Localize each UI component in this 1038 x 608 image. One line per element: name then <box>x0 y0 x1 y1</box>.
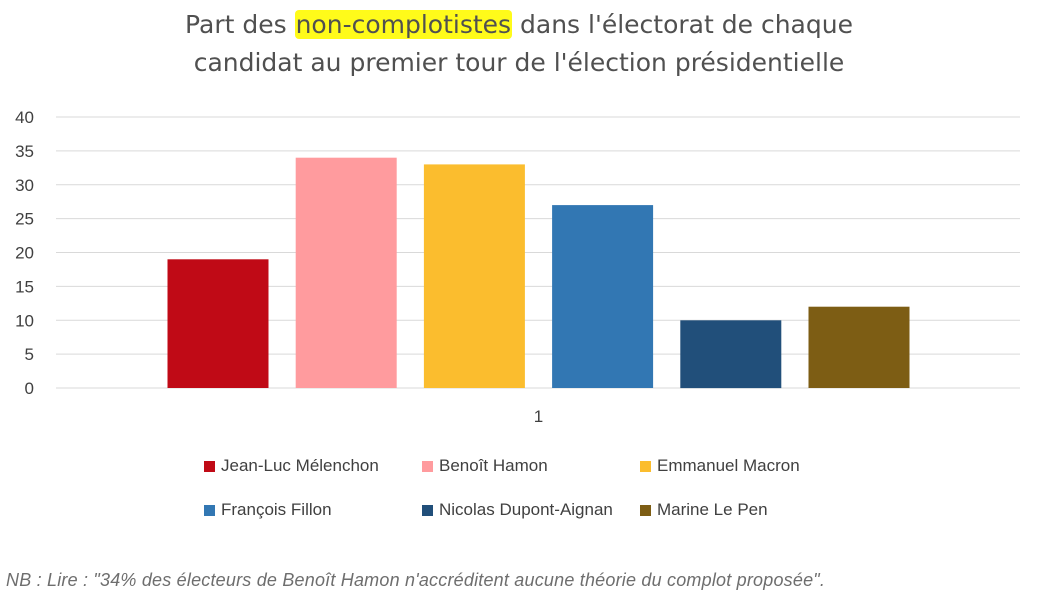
y-tick-label: 35 <box>15 142 34 161</box>
y-tick-label: 20 <box>15 244 34 263</box>
y-tick-label: 15 <box>15 277 34 296</box>
y-tick-label: 25 <box>15 210 34 229</box>
x-axis-ticks: 1 <box>534 407 543 426</box>
bar-beno-t-hamon <box>295 157 397 388</box>
title-prefix: Part des <box>185 10 295 39</box>
title-suffix: dans l'électorat de chaque <box>512 10 853 39</box>
bar-marine-le-pen <box>808 306 910 388</box>
bar-fran-ois-fillon <box>552 205 654 388</box>
x-tick-label: 1 <box>534 407 543 426</box>
y-tick-label: 10 <box>15 311 34 330</box>
chart-title-line-2: candidat au premier tour de l'élection p… <box>193 48 845 77</box>
bar-emmanuel-macron <box>423 164 525 388</box>
y-tick-label: 5 <box>25 345 34 364</box>
y-tick-label: 40 <box>15 108 34 127</box>
title-highlight: non-complotistes <box>294 10 513 39</box>
chart-title-line-1: Part des non-complotistes dans l'élector… <box>0 6 1038 44</box>
chart-title: Part des non-complotistes dans l'élector… <box>0 6 1038 82</box>
bar-jean-luc-m-lenchon <box>167 259 269 388</box>
y-tick-label: 0 <box>25 379 34 398</box>
y-axis-ticks: 0 5 10 15 20 25 30 35 40 <box>15 108 34 398</box>
bars <box>167 157 910 389</box>
footnote: NB : Lire : "34% des électeurs de Benoît… <box>6 570 826 590</box>
y-tick-label: 30 <box>15 176 34 195</box>
bar-nicolas-dupont-aignan <box>680 320 782 389</box>
